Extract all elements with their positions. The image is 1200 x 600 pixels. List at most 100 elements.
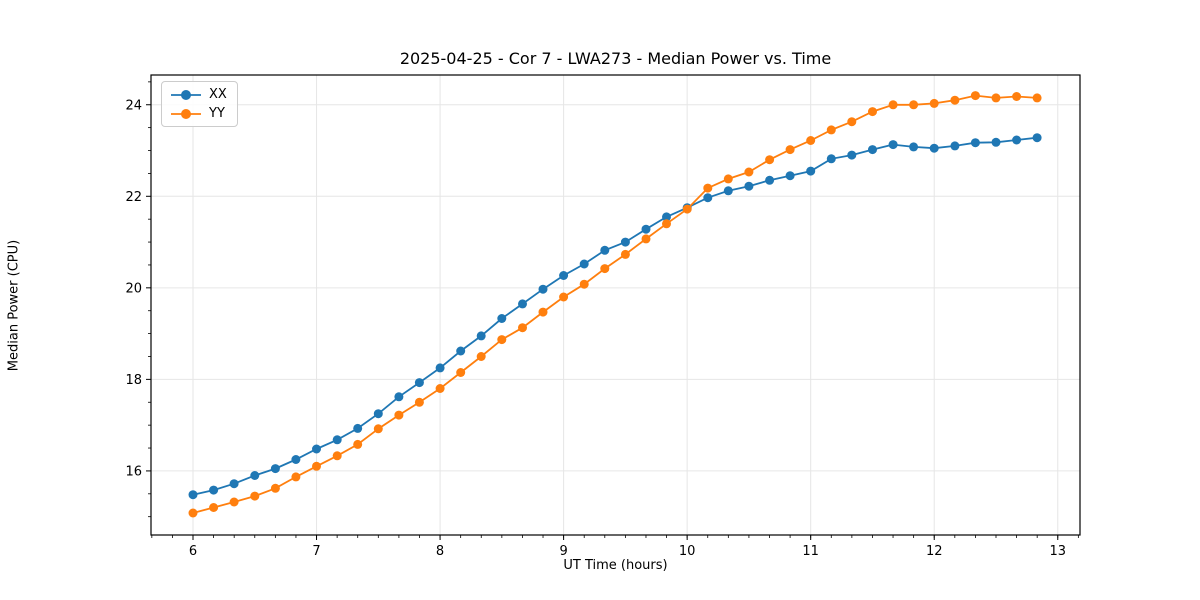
data-point-yy bbox=[518, 323, 527, 333]
data-point-yy bbox=[723, 174, 733, 184]
data-point-xx bbox=[991, 137, 1001, 147]
data-point-xx bbox=[229, 479, 239, 489]
data-point-xx bbox=[414, 378, 424, 388]
y-axis: 16 18 20 22 24 bbox=[125, 98, 151, 479]
data-point-xx bbox=[373, 409, 383, 419]
legend-item-xx: XX bbox=[170, 87, 227, 102]
data-point-yy bbox=[806, 136, 816, 145]
data-point-xx bbox=[950, 141, 960, 151]
grid bbox=[151, 75, 1080, 535]
legend: XX YY bbox=[161, 81, 238, 127]
data-point-yy bbox=[188, 508, 198, 518]
data-point-yy bbox=[476, 352, 486, 361]
x-tick-label: 8 bbox=[436, 544, 444, 559]
data-point-xx bbox=[250, 471, 260, 480]
data-point-xx bbox=[600, 245, 610, 255]
data-point-xx bbox=[332, 435, 342, 445]
data-point-xx bbox=[456, 346, 466, 356]
data-point-xx bbox=[435, 363, 445, 373]
data-point-xx bbox=[847, 150, 857, 160]
data-point-yy bbox=[456, 368, 466, 377]
data-point-xx bbox=[497, 314, 507, 323]
data-point-xx bbox=[703, 193, 713, 203]
data-point-xx bbox=[291, 455, 301, 464]
data-point-yy bbox=[641, 234, 651, 244]
data-point-xx bbox=[1032, 133, 1042, 143]
data-point-yy bbox=[600, 264, 610, 274]
data-point-yy bbox=[970, 91, 980, 101]
data-point-yy bbox=[332, 451, 342, 461]
data-point-xx bbox=[476, 331, 486, 341]
legend-swatch-line-marker-icon bbox=[171, 89, 201, 100]
data-point-yy bbox=[703, 183, 713, 193]
data-point-yy bbox=[826, 125, 836, 135]
data-point-yy bbox=[373, 424, 383, 434]
data-point-xx bbox=[270, 464, 280, 474]
x-tick-label: 6 bbox=[189, 544, 197, 559]
data-point-yy bbox=[744, 167, 754, 177]
x-axis-label: UT Time (hours) bbox=[563, 558, 668, 573]
data-point-yy bbox=[209, 503, 219, 512]
y-axis-label: Median Power (CPU) bbox=[6, 239, 22, 372]
data-point-xx bbox=[538, 284, 548, 294]
data-point-xx bbox=[806, 166, 816, 176]
data-point-yy bbox=[1012, 92, 1022, 101]
data-point-yy bbox=[682, 204, 692, 214]
data-point-xx bbox=[888, 140, 898, 150]
y-tick-label: 24 bbox=[125, 98, 142, 113]
data-point-xx bbox=[765, 175, 775, 185]
legend-label-xx: XX bbox=[209, 87, 227, 102]
data-point-yy bbox=[868, 107, 877, 117]
data-point-yy bbox=[847, 117, 857, 127]
data-point-xx bbox=[579, 259, 589, 269]
data-point-yy bbox=[497, 335, 507, 345]
legend-swatch-line-marker-icon bbox=[171, 108, 201, 119]
data-point-xx bbox=[188, 490, 198, 500]
data-point-yy bbox=[888, 100, 898, 110]
data-point-yy bbox=[291, 472, 301, 482]
chart-title: 2025-04-25 - Cor 7 - LWA273 - Median Pow… bbox=[399, 49, 832, 68]
x-tick-label: 10 bbox=[679, 544, 696, 559]
data-point-yy bbox=[312, 461, 321, 471]
data-point-yy bbox=[579, 279, 589, 289]
data-point-xx bbox=[868, 145, 877, 155]
data-point-yy bbox=[785, 145, 795, 155]
data-point-xx bbox=[312, 444, 321, 454]
y-tick-label: 18 bbox=[125, 373, 142, 388]
y-tick-label: 20 bbox=[125, 281, 142, 296]
data-point-yy bbox=[765, 155, 775, 165]
data-point-yy bbox=[353, 439, 363, 449]
y-tick-label: 16 bbox=[125, 464, 142, 479]
data-point-yy bbox=[950, 95, 960, 105]
data-point-xx bbox=[970, 138, 980, 148]
data-point-yy bbox=[559, 292, 569, 302]
data-point-yy bbox=[662, 219, 671, 229]
data-point-xx bbox=[641, 224, 651, 234]
x-tick-label: 12 bbox=[926, 544, 943, 559]
minor-ticks bbox=[148, 81, 1079, 538]
data-point-xx bbox=[1012, 135, 1022, 145]
data-point-xx bbox=[209, 485, 219, 495]
data-point-yy bbox=[250, 491, 260, 501]
data-point-yy bbox=[1032, 93, 1042, 103]
x-tick-label: 7 bbox=[312, 544, 320, 559]
data-point-yy bbox=[620, 249, 630, 259]
data-point-yy bbox=[435, 384, 445, 393]
plot-border bbox=[150, 74, 1081, 536]
data-point-yy bbox=[394, 410, 404, 420]
data-point-xx bbox=[744, 181, 754, 191]
data-point-yy bbox=[929, 98, 939, 108]
data-point-xx bbox=[394, 392, 404, 402]
data-point-xx bbox=[353, 423, 363, 433]
data-point-xx bbox=[785, 171, 795, 181]
legend-item-yy: YY bbox=[170, 106, 227, 121]
legend-label-yy: YY bbox=[209, 106, 225, 121]
data-point-xx bbox=[929, 143, 939, 153]
data-point-xx bbox=[559, 271, 569, 280]
data-point-xx bbox=[518, 299, 527, 309]
series-yy bbox=[188, 91, 1042, 518]
y-tick-label: 22 bbox=[125, 190, 142, 205]
data-point-yy bbox=[538, 307, 548, 317]
